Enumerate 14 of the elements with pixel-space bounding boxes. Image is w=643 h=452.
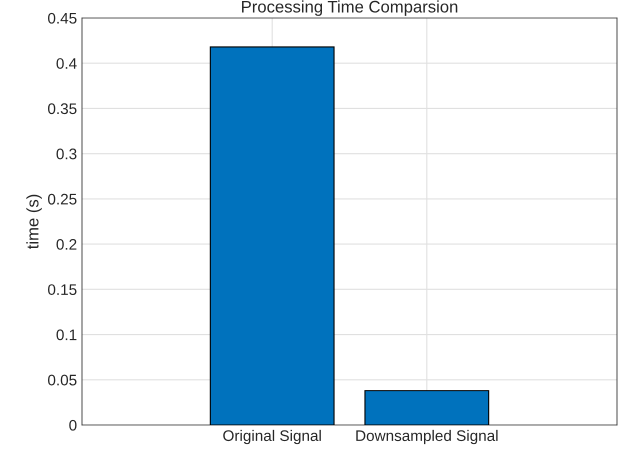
y-tick-label: 0.3 (56, 148, 76, 160)
y-tick-label: 0.25 (48, 194, 76, 205)
y-tick-label: 0 (69, 420, 77, 431)
y-tick-label: 0.15 (48, 284, 76, 296)
x-tick-label: Downsampled Signal (356, 430, 498, 444)
y-tick-label: 0.4 (56, 58, 77, 69)
y-axis-title: time (s) (26, 194, 42, 250)
y-tick-label: 0.45 (48, 12, 76, 24)
y-tick-label: 0.1 (56, 329, 76, 340)
y-tick-label: 0.2 (56, 238, 76, 250)
x-tick-label: Original Signal (223, 430, 321, 444)
chart-title: Processing Time Comparsion (242, 0, 458, 16)
y-tick-label: 0.05 (48, 374, 76, 386)
y-tick-label: 0.35 (48, 103, 76, 114)
